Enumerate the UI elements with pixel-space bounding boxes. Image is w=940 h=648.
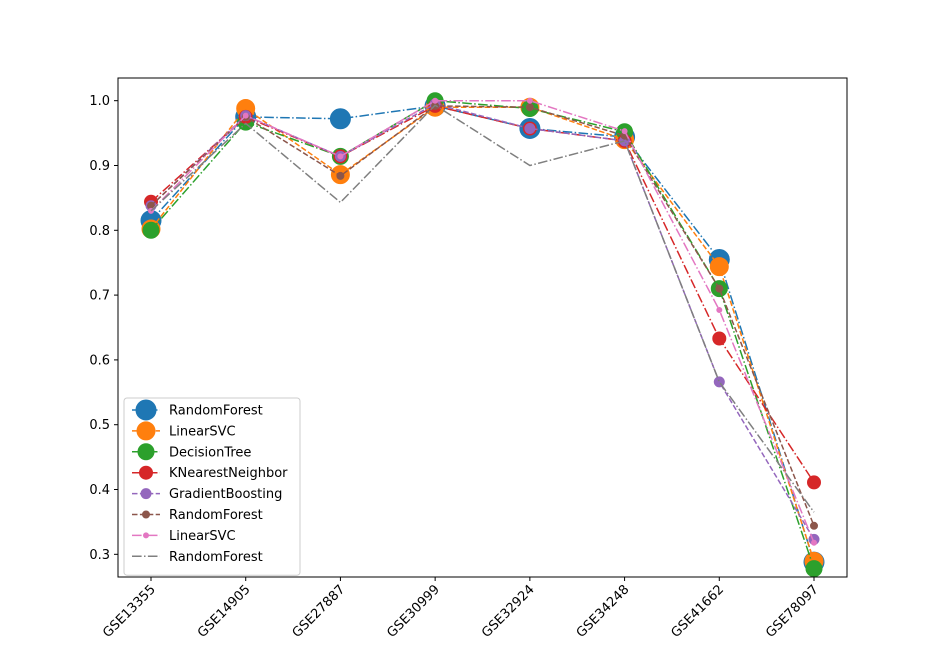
plot-area-frame — [117, 77, 848, 578]
legend-label: LinearSVC — [169, 529, 236, 544]
data-point — [524, 123, 536, 134]
data-point — [336, 171, 345, 180]
data-point — [713, 376, 725, 388]
legend-marker — [143, 532, 149, 539]
series-line — [150, 105, 815, 527]
data-point — [712, 331, 727, 346]
series-7 — [150, 104, 815, 513]
data-point — [142, 221, 160, 239]
data-point — [810, 521, 818, 530]
data-point — [242, 112, 249, 119]
series-layer — [140, 92, 825, 578]
series-line — [150, 105, 815, 483]
data-point — [716, 307, 723, 313]
legend-label: RandomForest — [169, 550, 263, 565]
legend-label: KNearestNeighbor — [169, 466, 288, 481]
data-point — [432, 97, 439, 104]
series-line — [150, 104, 815, 513]
legend-box — [123, 397, 301, 576]
y-tick-label: 0.5 — [89, 418, 110, 433]
data-point — [337, 153, 344, 160]
data-point — [807, 475, 821, 490]
legend-entry: RandomForest — [132, 399, 263, 421]
data-point — [526, 97, 533, 104]
legend-entry: GradientBoosting — [132, 487, 282, 502]
series-line — [150, 99, 815, 569]
legend-label: LinearSVC — [169, 424, 236, 439]
data-point — [525, 103, 534, 112]
series-line — [150, 106, 815, 562]
data-point — [811, 539, 817, 546]
legend-marker — [135, 399, 157, 421]
legend-label: RandomForest — [169, 404, 263, 419]
legend-marker — [140, 488, 152, 500]
series-line — [150, 105, 815, 563]
legend-entry: KNearestNeighbor — [132, 465, 288, 481]
legend-label: GradientBoosting — [169, 487, 282, 502]
legend-entry: DecisionTree — [132, 443, 251, 461]
legend-marker — [139, 465, 153, 480]
data-point — [329, 108, 351, 130]
data-point — [715, 284, 724, 293]
y-tick-label: 0.4 — [89, 483, 110, 498]
y-tick-label: 0.8 — [89, 224, 110, 239]
y-tick-label: 1.0 — [89, 94, 110, 109]
legend-marker — [136, 421, 156, 441]
legend-marker — [137, 443, 155, 461]
legend-entry: LinearSVC — [132, 421, 236, 441]
y-tick-label: 0.7 — [89, 289, 110, 304]
legend-entry: RandomForest — [132, 508, 263, 523]
y-tick-label: 0.3 — [89, 548, 110, 563]
legend: RandomForest LinearSVC DecisionTree KNeares… — [123, 397, 301, 576]
data-point — [621, 128, 628, 135]
series-line — [150, 99, 815, 543]
data-point — [805, 560, 823, 578]
legend-marker — [142, 510, 150, 519]
legend-label: DecisionTree — [169, 445, 251, 460]
y-axis: 0.3 0.4 0.5 0.6 0.7 0.8 0.9 1.0 — [89, 94, 118, 563]
y-tick-label: 0.9 — [89, 159, 110, 174]
legend-label: RandomForest — [169, 508, 263, 523]
legend-entry: RandomForest — [132, 550, 263, 565]
data-point — [709, 257, 729, 277]
legend-entry: LinearSVC — [132, 529, 236, 544]
y-tick-label: 0.6 — [89, 353, 110, 368]
